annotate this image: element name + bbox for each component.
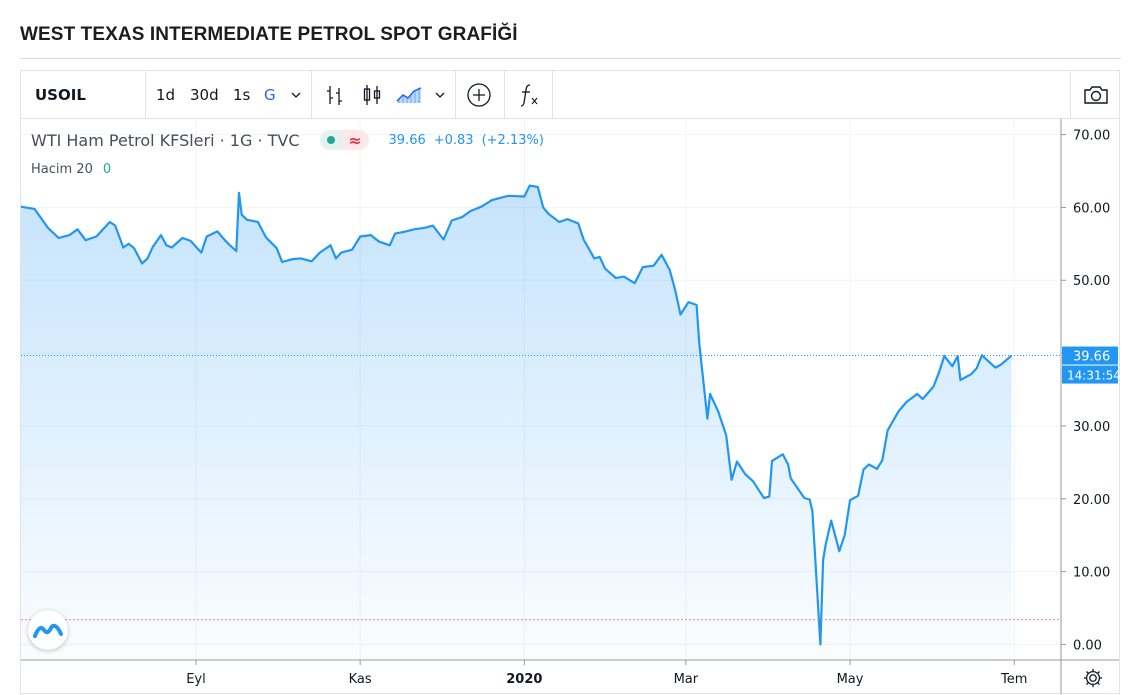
interval-1d-button[interactable]: 1d [156, 85, 176, 104]
last-price-value: 39.66 [1073, 350, 1110, 365]
tradingview-logo-icon[interactable] [28, 610, 68, 650]
price-tick-label: 20.00 [1073, 493, 1110, 508]
toolbar-divider [455, 71, 456, 118]
time-tick-label: Tem [1000, 672, 1027, 687]
area-chart-icon[interactable] [395, 71, 423, 118]
time-tick-label: Eyl [186, 672, 206, 687]
price-change-percent: (+2.13%) [481, 132, 544, 148]
price-tick-label: 30.00 [1073, 420, 1110, 435]
volume-label: Hacim 20 [31, 162, 93, 177]
delayed-data-icon: ≈ [341, 130, 369, 150]
chart-widget [20, 70, 1120, 694]
chart-toolbar: USOIL 1d 30d 1s G [21, 71, 1119, 119]
price-tick-label: 50.00 [1073, 274, 1110, 289]
interval-30d-button[interactable]: 30d [190, 85, 219, 104]
interval-chevron-down-icon[interactable] [289, 71, 303, 118]
price-line [20, 184, 1013, 646]
candlestick-icon[interactable] [360, 71, 384, 118]
last-price: 39.66 [388, 132, 426, 148]
time-tick-label: 2020 [506, 672, 542, 687]
camera-icon[interactable] [1070, 71, 1120, 118]
chart-type-chevron-down-icon[interactable] [433, 71, 447, 118]
interval-1s-button[interactable]: 1s [233, 85, 251, 104]
time-axis[interactable]: Eyl Kas 2020 Mar May Tem [186, 660, 1027, 687]
time-tick-label: Kas [349, 672, 372, 687]
title-divider [20, 58, 1121, 59]
market-status-badge[interactable]: ≈ [319, 130, 369, 150]
series-legend: WTI Ham Petrol KFSleri · 1G · TVC ≈ 39.6… [31, 130, 544, 150]
series-title[interactable]: WTI Ham Petrol KFSleri · 1G · TVC [31, 130, 300, 150]
toolbar-divider [311, 71, 312, 118]
function-icon[interactable] [517, 71, 541, 118]
market-open-dot-icon [326, 136, 335, 144]
symbol-search-button[interactable]: USOIL [35, 85, 86, 104]
toolbar-divider [552, 71, 553, 118]
add-indicator-icon[interactable] [466, 71, 492, 118]
volume-legend[interactable]: Hacim 20 0 [31, 162, 111, 177]
interval-g-button[interactable]: G [264, 85, 276, 104]
price-tick-label: 0.00 [1073, 638, 1102, 653]
toolbar-divider [504, 71, 505, 118]
price-tick-label: 60.00 [1073, 201, 1110, 216]
toolbar-divider [145, 71, 146, 118]
price-tick-label: 10.00 [1073, 566, 1110, 581]
settings-gear-icon[interactable] [1078, 663, 1108, 693]
last-price-label: 39.66 14:31:54 [1062, 346, 1121, 384]
price-change: +0.83 [433, 132, 474, 148]
price-tick-label: 70.00 [1073, 129, 1110, 144]
bar-style-icon[interactable] [323, 71, 347, 118]
time-tick-label: Mar [674, 672, 699, 687]
countdown-time: 14:31:54 [1067, 369, 1121, 383]
time-tick-label: May [837, 672, 864, 687]
price-area-fill [21, 185, 1012, 659]
page-title: WEST TEXAS INTERMEDIATE PETROL SPOT GRAF… [20, 24, 518, 45]
volume-value: 0 [102, 162, 112, 177]
